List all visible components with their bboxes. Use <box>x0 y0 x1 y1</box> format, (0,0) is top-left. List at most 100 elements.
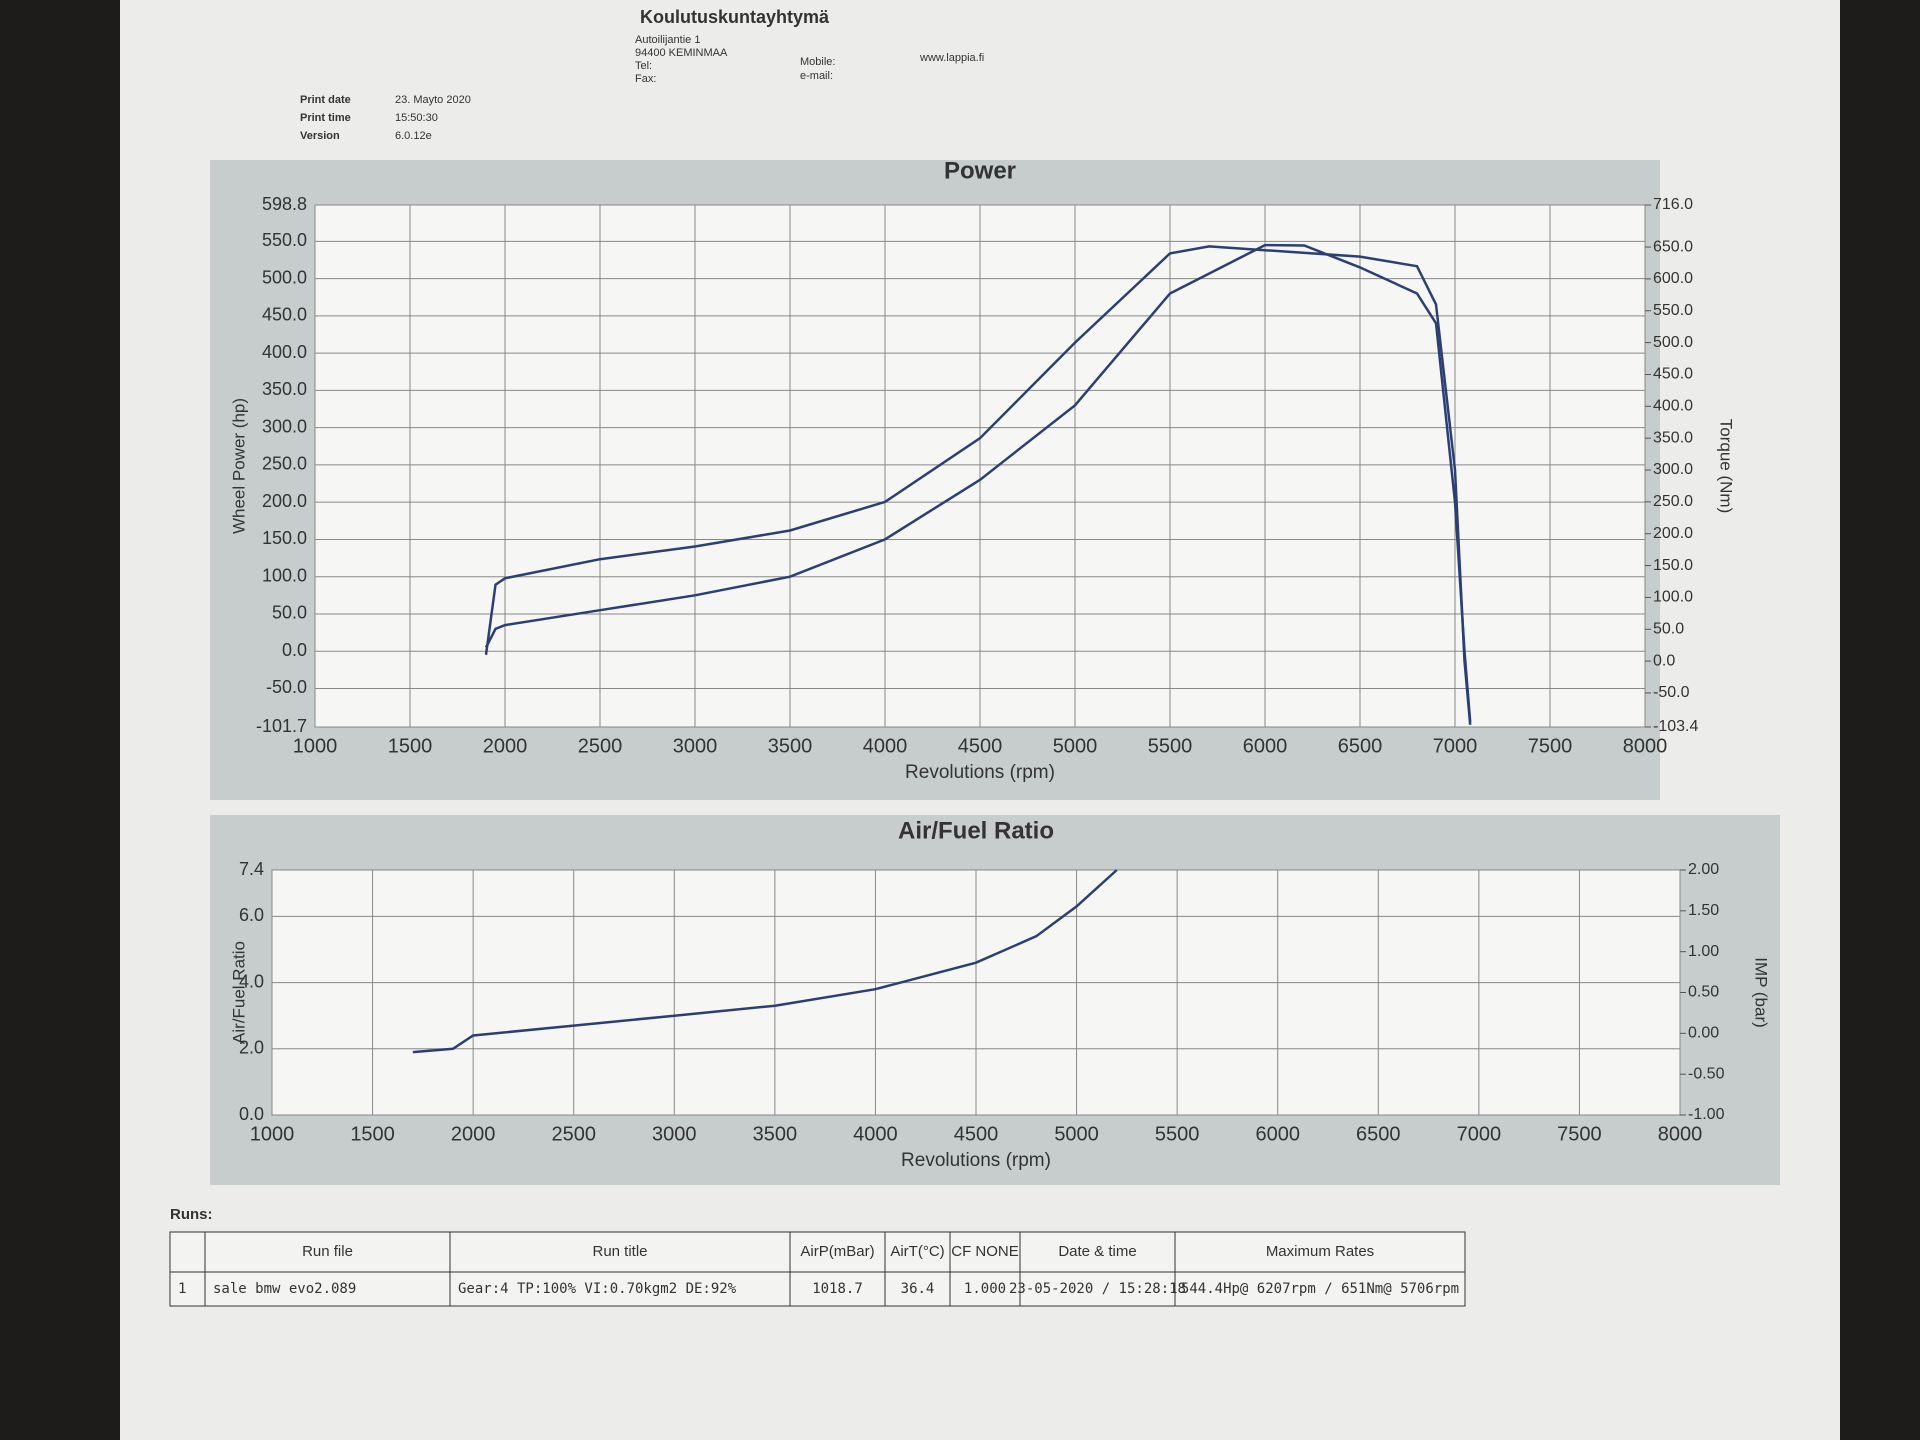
y2-tick-label: -103.4 <box>1653 718 1698 735</box>
table-cell: sale bmw evo2.089 <box>213 1281 356 1297</box>
column-header: Run file <box>302 1243 353 1260</box>
print-info-label: Print time <box>300 112 351 124</box>
y2-axis-label: IMP (bar) <box>1752 957 1771 1028</box>
contact-label: e-mail: <box>800 70 833 82</box>
x-tick-label: 6000 <box>1243 735 1288 757</box>
y2-tick-label: 0.50 <box>1688 984 1719 1001</box>
address-line: Tel: <box>635 60 652 72</box>
y-tick-label: 0.0 <box>282 640 307 660</box>
x-axis-label: Revolutions (rpm) <box>901 1150 1051 1171</box>
x-tick-label: 2500 <box>551 1123 596 1145</box>
y2-tick-label: 1.50 <box>1688 902 1719 919</box>
website: www.lappia.fi <box>919 52 984 64</box>
chart-title: Power <box>944 157 1016 184</box>
x-tick-label: 1500 <box>388 735 433 757</box>
x-tick-label: 2500 <box>578 735 623 757</box>
y-axis-label: Air/Fuel Ratio <box>229 941 248 1044</box>
table-cell: Gear:4 TP:100% VI:0.70kgm2 DE:92% <box>458 1281 737 1297</box>
column-header: AirP(mBar) <box>800 1243 874 1260</box>
contact-label: Mobile: <box>800 56 835 68</box>
column-header: Date & time <box>1058 1243 1136 1260</box>
runs-label: Runs: <box>170 1206 213 1223</box>
y2-tick-label: 350.0 <box>1653 429 1693 446</box>
y2-tick-label: 500.0 <box>1653 334 1693 351</box>
y-tick-label: 2.0 <box>239 1038 264 1058</box>
x-tick-label: 6500 <box>1338 735 1383 757</box>
y2-tick-label: 100.0 <box>1653 589 1693 606</box>
y2-tick-label: 450.0 <box>1653 366 1693 383</box>
y-tick-label: 350.0 <box>262 379 307 399</box>
y-tick-label: 450.0 <box>262 305 307 325</box>
x-tick-label: 6000 <box>1255 1123 1300 1145</box>
y2-tick-label: 250.0 <box>1653 493 1693 510</box>
x-tick-label: 4000 <box>863 735 908 757</box>
y2-tick-label: 550.0 <box>1653 302 1693 319</box>
y2-tick-label: 2.00 <box>1688 861 1719 878</box>
column-header: Maximum Rates <box>1266 1243 1374 1260</box>
x-tick-label: 4500 <box>954 1123 999 1145</box>
x-tick-label: 4500 <box>958 735 1003 757</box>
y2-tick-label: 150.0 <box>1653 557 1693 574</box>
x-tick-label: 7000 <box>1457 1123 1502 1145</box>
y-tick-label: 50.0 <box>272 603 307 623</box>
print-info-label: Print date <box>300 94 351 106</box>
y-tick-label: -101.7 <box>256 716 307 736</box>
y-tick-label: 100.0 <box>262 565 307 585</box>
y-axis-label: Wheel Power (hp) <box>229 398 248 534</box>
table-cell: 1018.7 <box>812 1281 863 1297</box>
x-tick-label: 3000 <box>673 735 718 757</box>
print-info-value: 6.0.12e <box>395 130 432 142</box>
x-tick-label: 7000 <box>1433 735 1478 757</box>
address-line: Autoilijantie 1 <box>635 34 700 46</box>
table-cell: 1 <box>178 1281 186 1297</box>
y-tick-label: 300.0 <box>262 416 307 436</box>
x-tick-label: 5000 <box>1054 1123 1099 1145</box>
y-tick-label: 6.0 <box>239 905 264 925</box>
y2-tick-label: 1.00 <box>1688 943 1719 960</box>
x-tick-label: 8000 <box>1623 735 1668 757</box>
y2-tick-label: 716.0 <box>1653 196 1693 213</box>
x-tick-label: 4000 <box>853 1123 898 1145</box>
address-line: 94400 KEMINMAA <box>635 47 728 59</box>
column-header: CF NONE <box>951 1243 1019 1260</box>
data-line <box>484 243 1472 723</box>
organization: Koulutuskuntayhtymä <box>640 7 830 27</box>
y-tick-label: 250.0 <box>262 454 307 474</box>
x-tick-label: 2000 <box>451 1123 496 1145</box>
y-tick-label: 400.0 <box>262 342 307 362</box>
y2-tick-label: 200.0 <box>1653 525 1693 542</box>
y-tick-label: -50.0 <box>266 677 307 697</box>
y-tick-label: 598.8 <box>262 194 307 214</box>
y2-tick-label: -1.00 <box>1688 1106 1725 1123</box>
x-tick-label: 8000 <box>1658 1123 1703 1145</box>
x-tick-label: 1000 <box>293 735 338 757</box>
y-tick-label: 550.0 <box>262 230 307 250</box>
y-tick-label: 7.4 <box>239 859 264 879</box>
y-tick-label: 0.0 <box>239 1104 264 1124</box>
y-tick-label: 4.0 <box>239 971 264 991</box>
data-line <box>412 869 1118 1054</box>
y2-tick-label: 650.0 <box>1653 238 1693 255</box>
runs-table <box>169 1231 1466 1307</box>
y2-tick-label: -0.50 <box>1688 1065 1725 1082</box>
x-tick-label: 3000 <box>652 1123 697 1145</box>
print-info-value: 23. Mayto 2020 <box>395 94 471 106</box>
table-cell: 36.4 <box>901 1281 935 1297</box>
y2-tick-label: 600.0 <box>1653 270 1693 287</box>
y2-tick-label: 0.00 <box>1688 1025 1719 1042</box>
y2-tick-label: 300.0 <box>1653 461 1693 478</box>
x-tick-label: 5500 <box>1148 735 1193 757</box>
y2-tick-label: 50.0 <box>1653 620 1684 637</box>
chart-title: Air/Fuel Ratio <box>898 817 1054 844</box>
x-tick-label: 1500 <box>350 1123 395 1145</box>
x-axis-label: Revolutions (rpm) <box>905 762 1055 783</box>
table-cell: 544.4Hp@ 6207rpm / 651Nm@ 5706rpm <box>1181 1281 1459 1297</box>
y2-tick-label: 400.0 <box>1653 398 1693 415</box>
y-tick-label: 150.0 <box>262 528 307 548</box>
x-tick-label: 2000 <box>483 735 528 757</box>
y2-tick-label: 0.0 <box>1653 652 1675 669</box>
address-line: Fax: <box>635 73 656 85</box>
table-cell: 23-05-2020 / 15:28:18 <box>1009 1281 1186 1297</box>
